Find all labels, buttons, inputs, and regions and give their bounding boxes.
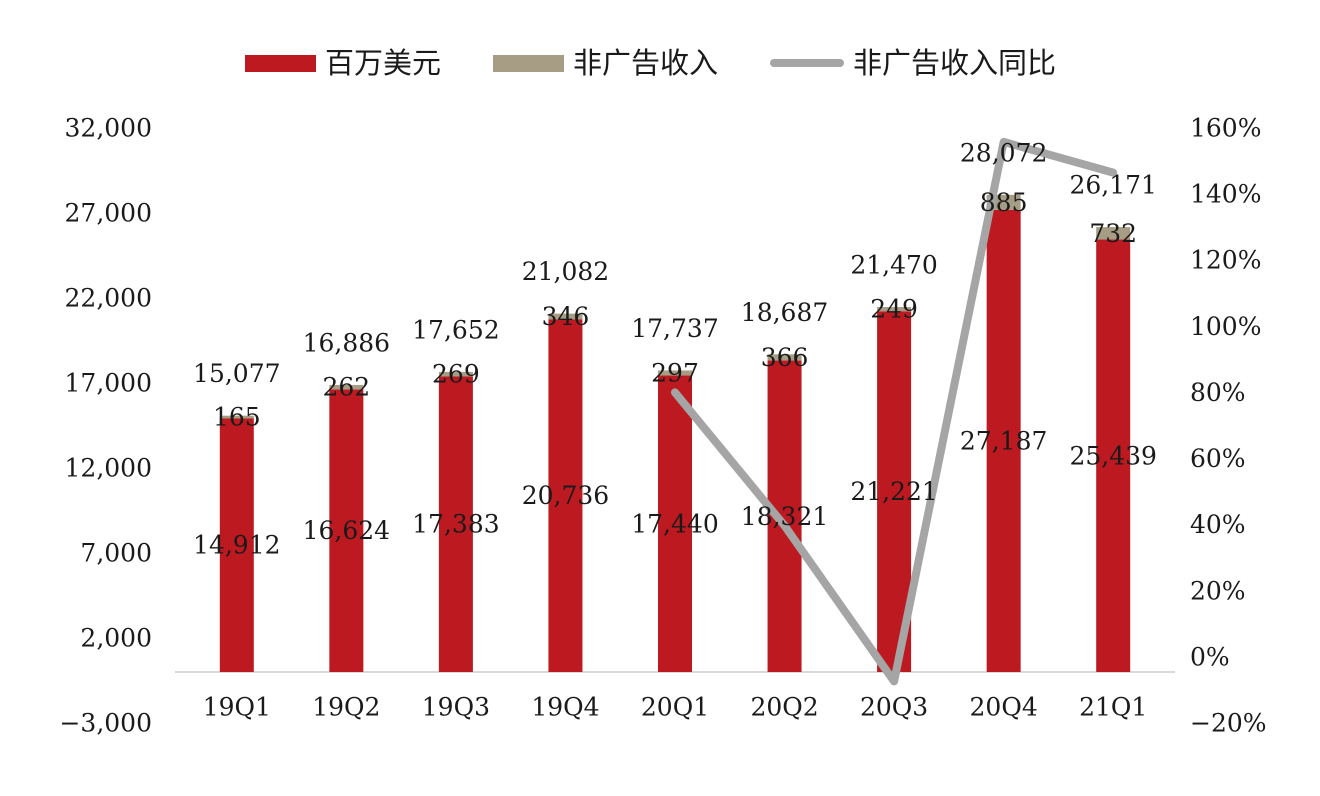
nonad-revenue-bar-19Q2 bbox=[329, 384, 364, 390]
nonad-value-label-20Q4: 885 bbox=[980, 188, 1028, 217]
total-value-label-20Q3: 21,470 bbox=[850, 251, 937, 280]
revenue-value-label-20Q4: 27,187 bbox=[960, 426, 1047, 455]
revenue-bar-19Q2 bbox=[329, 389, 364, 672]
nonad-value-label-19Q4: 346 bbox=[542, 302, 590, 331]
x-axis-label-20Q1: 20Q1 bbox=[641, 693, 709, 722]
right-axis-tick-80%: 80% bbox=[1190, 378, 1246, 407]
x-axis-label-20Q3: 20Q3 bbox=[860, 693, 928, 722]
legend-item-revenue: 百万美元 bbox=[245, 45, 442, 80]
left-axis-tick-27,000: 27,000 bbox=[65, 199, 152, 228]
right-axis-tick-160%: 160% bbox=[1190, 114, 1261, 143]
revenue-value-label-19Q3: 17,383 bbox=[412, 510, 499, 539]
right-axis-tick-140%: 140% bbox=[1190, 180, 1261, 209]
legend-label-revenue: 百万美元 bbox=[325, 45, 442, 80]
left-axis-tick-12,000: 12,000 bbox=[65, 454, 152, 483]
revenue-bar-19Q1 bbox=[219, 418, 254, 672]
total-value-label-19Q3: 17,652 bbox=[412, 315, 499, 344]
right-axis-tick-0%: 0% bbox=[1190, 642, 1230, 671]
x-axis-label-19Q4: 19Q4 bbox=[531, 693, 599, 722]
x-axis-label-20Q4: 20Q4 bbox=[970, 693, 1038, 722]
right-axis-tick-120%: 120% bbox=[1190, 246, 1261, 275]
x-axis-label-19Q2: 19Q2 bbox=[312, 693, 380, 722]
x-axis-label-20Q2: 20Q2 bbox=[750, 693, 818, 722]
x-axis-label-19Q3: 19Q3 bbox=[422, 693, 490, 722]
right-axis-tick-20%: 20% bbox=[1190, 576, 1246, 605]
legend-swatch-red-bar bbox=[245, 54, 316, 72]
nonad-value-label-19Q1: 165 bbox=[213, 403, 261, 432]
revenue-bar-20Q1 bbox=[658, 375, 692, 672]
nonad-value-label-19Q3: 269 bbox=[432, 360, 480, 389]
legend-item-nonad-yoy: 非广告收入同比 bbox=[770, 45, 1057, 80]
nonad-revenue-bar-21Q1 bbox=[1096, 227, 1131, 240]
revenue-bar-21Q1 bbox=[1096, 239, 1131, 673]
nonad-revenue-bar-20Q2 bbox=[767, 354, 802, 361]
nonad-revenue-bar-20Q3 bbox=[877, 307, 912, 312]
left-axis-tick-2,000: 2,000 bbox=[80, 624, 152, 653]
revenue-bar-20Q4 bbox=[986, 209, 1021, 673]
chart-legend: 百万美元 非广告收入 非广告收入同比 bbox=[245, 44, 1056, 82]
revenue-value-label-20Q1: 17,440 bbox=[631, 509, 718, 538]
revenue-bar-19Q4 bbox=[548, 319, 583, 672]
left-axis-tick-32,000: 32,000 bbox=[65, 114, 152, 143]
total-value-label-19Q4: 21,082 bbox=[522, 257, 609, 286]
legend-swatch-tan-bar bbox=[493, 54, 565, 72]
nonad-value-label-20Q2: 366 bbox=[761, 343, 809, 372]
total-value-label-19Q1: 15,077 bbox=[193, 359, 280, 388]
nonad-revenue-bar-19Q4 bbox=[548, 313, 583, 320]
right-axis-tick-60%: 60% bbox=[1190, 444, 1246, 473]
nonad-revenue-bar-19Q3 bbox=[438, 371, 473, 377]
revenue-value-label-21Q1: 25,439 bbox=[1069, 441, 1156, 470]
left-axis-tick-−3,000: −3,000 bbox=[59, 709, 152, 738]
legend-swatch-gray-line bbox=[770, 59, 845, 67]
right-axis-tick-−20%: −20% bbox=[1190, 709, 1267, 738]
revenue-value-label-19Q1: 14,912 bbox=[193, 531, 280, 560]
total-value-label-21Q1: 26,171 bbox=[1069, 171, 1156, 200]
nonad-value-label-21Q1: 732 bbox=[1089, 219, 1137, 248]
revenue-value-label-20Q3: 21,221 bbox=[850, 477, 937, 506]
x-axis-label-19Q1: 19Q1 bbox=[203, 693, 271, 722]
nonad-value-label-20Q3: 249 bbox=[870, 295, 918, 324]
revenue-value-label-19Q4: 20,736 bbox=[522, 481, 609, 510]
nonad-revenue-bar-20Q1 bbox=[658, 370, 692, 376]
total-value-label-19Q2: 16,886 bbox=[303, 328, 390, 357]
nonad-yoy-line bbox=[671, 137, 1118, 686]
nonad-value-label-20Q1: 297 bbox=[651, 358, 699, 387]
nonad-revenue-bar-19Q1 bbox=[219, 415, 254, 419]
right-axis-tick-100%: 100% bbox=[1190, 312, 1261, 341]
right-axis-tick-40%: 40% bbox=[1190, 510, 1246, 539]
left-axis-tick-7,000: 7,000 bbox=[80, 539, 152, 568]
left-axis-tick-17,000: 17,000 bbox=[65, 369, 152, 398]
legend-label-nonad-yoy: 非广告收入同比 bbox=[853, 45, 1057, 80]
total-value-label-20Q4: 28,072 bbox=[960, 138, 1047, 167]
total-value-label-20Q1: 17,737 bbox=[631, 314, 718, 343]
total-value-label-20Q2: 18,687 bbox=[741, 298, 828, 327]
left-axis-tick-22,000: 22,000 bbox=[65, 284, 152, 313]
revenue-value-label-20Q2: 18,321 bbox=[741, 502, 828, 531]
legend-item-nonad-revenue: 非广告收入 bbox=[493, 45, 719, 80]
legend-label-nonad-revenue: 非广告收入 bbox=[573, 45, 719, 80]
x-axis-label-21Q1: 21Q1 bbox=[1079, 693, 1147, 722]
revenue-value-label-19Q2: 16,624 bbox=[303, 516, 390, 545]
nonad-value-label-19Q2: 262 bbox=[322, 373, 370, 402]
revenue-bar-19Q3 bbox=[438, 376, 473, 672]
